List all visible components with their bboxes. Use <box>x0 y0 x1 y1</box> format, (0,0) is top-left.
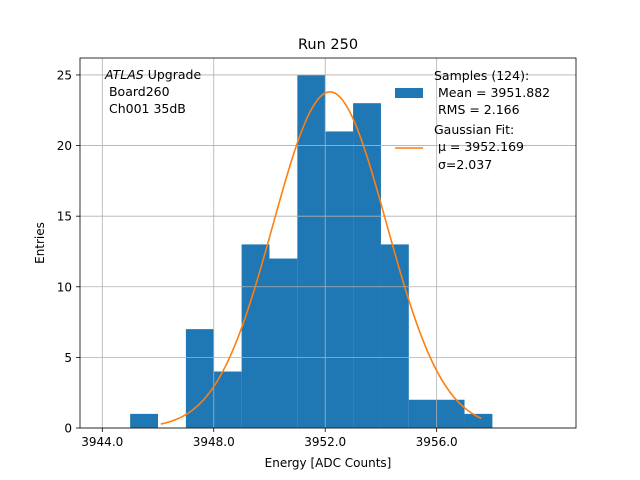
x-tick-label: 3948.0 <box>193 435 235 449</box>
legend-samples-mean: Mean = 3951.882 <box>434 85 550 100</box>
histogram-bar <box>353 103 381 428</box>
y-tick-label: 10 <box>57 280 72 294</box>
y-tick-label: 5 <box>64 351 72 365</box>
x-tick-label: 3956.0 <box>416 435 458 449</box>
x-tick-label: 3952.0 <box>304 435 346 449</box>
legend-samples-patch <box>395 88 423 98</box>
chart-title: Run 250 <box>298 37 358 53</box>
legend-samples-title: Samples (124): <box>434 68 529 83</box>
annotation-atlas: ATLAS <box>104 67 144 82</box>
atlas-annotation: ATLAS Upgrade Board260 Ch001 35dB <box>104 67 201 116</box>
legend: Samples (124): Mean = 3951.882 RMS = 2.1… <box>395 68 550 172</box>
y-tick-label: 0 <box>64 422 72 436</box>
legend-fit-title: Gaussian Fit: <box>434 122 514 137</box>
x-tick-label: 3944.0 <box>81 435 123 449</box>
histogram-bar <box>464 413 493 428</box>
axis-ticks: 3944.0 3948.0 3952.0 3956.0 0 5 10 15 20 25 <box>57 68 458 449</box>
histogram-bar <box>185 329 214 428</box>
y-axis-label: Entries <box>33 222 47 264</box>
legend-fit-mu: μ = 3952.169 <box>434 139 524 154</box>
gaussian-fit <box>160 91 482 425</box>
y-tick-label: 25 <box>57 68 72 82</box>
histogram-bar <box>297 74 326 428</box>
histogram-bar <box>241 244 270 428</box>
svg-text:ATLAS Upgrade: ATLAS Upgrade <box>104 67 201 82</box>
histogram-bar <box>380 244 409 428</box>
annotation-channel: Ch001 35dB <box>105 101 186 116</box>
annotation-upgrade: Upgrade <box>144 67 202 82</box>
legend-samples-rms: RMS = 2.166 <box>434 102 520 117</box>
histogram-bar <box>408 399 437 428</box>
histogram-bar <box>325 131 354 428</box>
legend-fit-sigma: σ=2.037 <box>434 157 492 172</box>
histogram-bar <box>130 413 159 428</box>
y-tick-label: 20 <box>57 139 72 153</box>
fit-curve <box>160 91 482 425</box>
annotation-board: Board260 <box>105 84 170 99</box>
plot-frame <box>79 57 577 429</box>
histogram-bar <box>213 371 242 428</box>
y-tick-label: 15 <box>57 210 72 224</box>
histogram-bar <box>269 258 298 428</box>
x-axis-label: Energy [ADC Counts] <box>265 456 392 470</box>
